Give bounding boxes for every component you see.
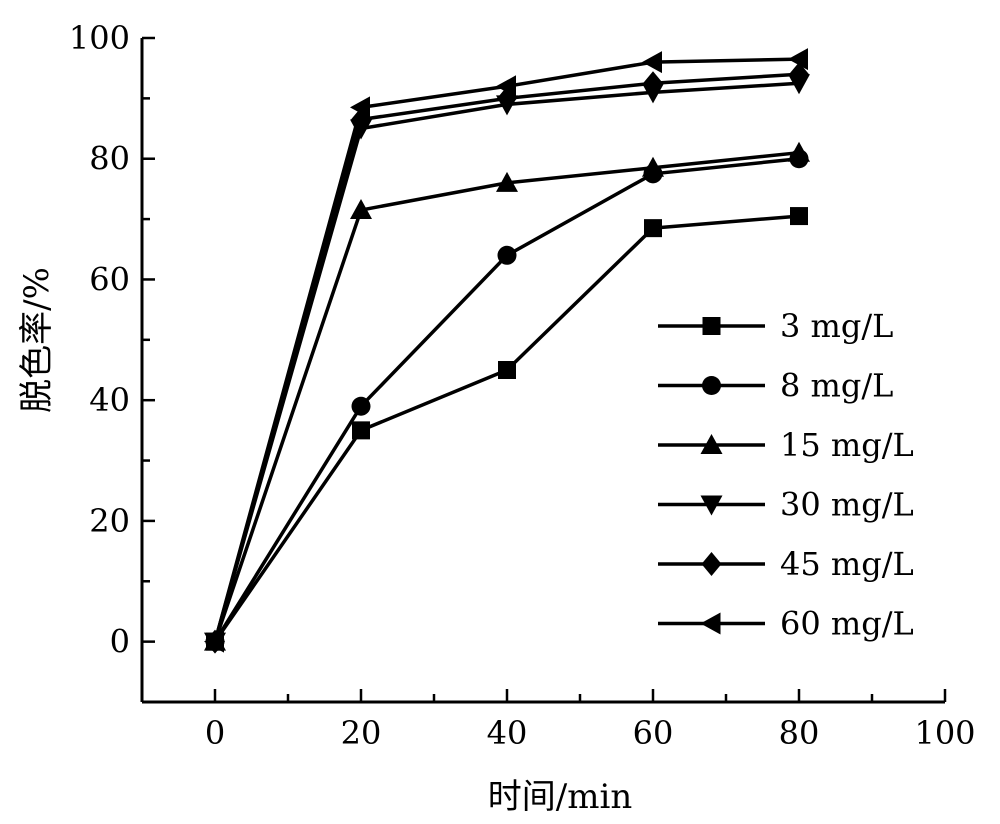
data-point (644, 219, 662, 238)
legend-item: 60 mg/L (658, 605, 914, 643)
legend-marker (700, 495, 723, 516)
x-tick-label: 60 (633, 714, 674, 752)
data-point (352, 421, 370, 440)
data-point (788, 141, 810, 162)
legend-label: 60 mg/L (780, 605, 914, 643)
series-6 (204, 48, 808, 653)
legend-item: 8 mg/L (658, 367, 893, 405)
data-point (642, 51, 662, 74)
data-point (204, 630, 224, 653)
x-tick-label: 80 (779, 714, 820, 752)
series-3 (204, 141, 810, 651)
data-point (496, 75, 516, 98)
y-tick-label: 60 (89, 260, 130, 298)
legend-label: 30 mg/L (780, 486, 914, 524)
data-point (498, 361, 516, 379)
legend-item: 45 mg/L (658, 545, 914, 583)
legend-marker (700, 434, 723, 454)
series-1 (206, 207, 808, 651)
legend-label: 3 mg/L (780, 307, 893, 345)
legend-item: 3 mg/L (658, 307, 893, 345)
data-point (351, 396, 371, 416)
data-point (350, 96, 370, 119)
x-axis-title: 时间/min (488, 777, 632, 817)
legend-label: 15 mg/L (780, 426, 914, 464)
x-tick-label: 0 (205, 714, 225, 752)
legend-marker (702, 317, 721, 335)
data-point (350, 199, 372, 220)
data-point (497, 245, 517, 265)
y-tick-label: 80 (89, 140, 130, 178)
data-point (790, 207, 808, 226)
legend-label: 8 mg/L (780, 367, 893, 405)
legend-marker (700, 612, 721, 635)
legend-label: 45 mg/L (780, 545, 914, 583)
data-point (789, 62, 809, 87)
data-point (788, 48, 808, 71)
legend-item: 30 mg/L (658, 486, 914, 524)
legend-item: 15 mg/L (658, 426, 914, 464)
series-line (213, 214, 800, 643)
y-tick-label: 100 (69, 19, 130, 57)
legend-marker (701, 552, 722, 576)
x-tick-label: 40 (487, 714, 528, 752)
y-tick-label: 20 (89, 502, 130, 540)
legend: 3 mg/L 8 mg/L 15 mg/L 30 mg/L 45 mg/L 60 mg/L (658, 307, 914, 643)
series-layer (204, 48, 810, 654)
y-tick-label: 40 (89, 381, 130, 419)
x-tick-label: 20 (341, 714, 382, 752)
x-tick-label: 100 (914, 714, 975, 752)
y-axis-title: 脱色率/% (17, 267, 57, 413)
data-point (643, 71, 663, 96)
data-point (496, 171, 518, 192)
legend-marker (702, 376, 721, 395)
axes: 0 20 40 60 80 100 0 20 40 60 80 100 (69, 19, 976, 752)
y-tick-label: 0 (110, 623, 130, 661)
data-point (642, 156, 664, 177)
